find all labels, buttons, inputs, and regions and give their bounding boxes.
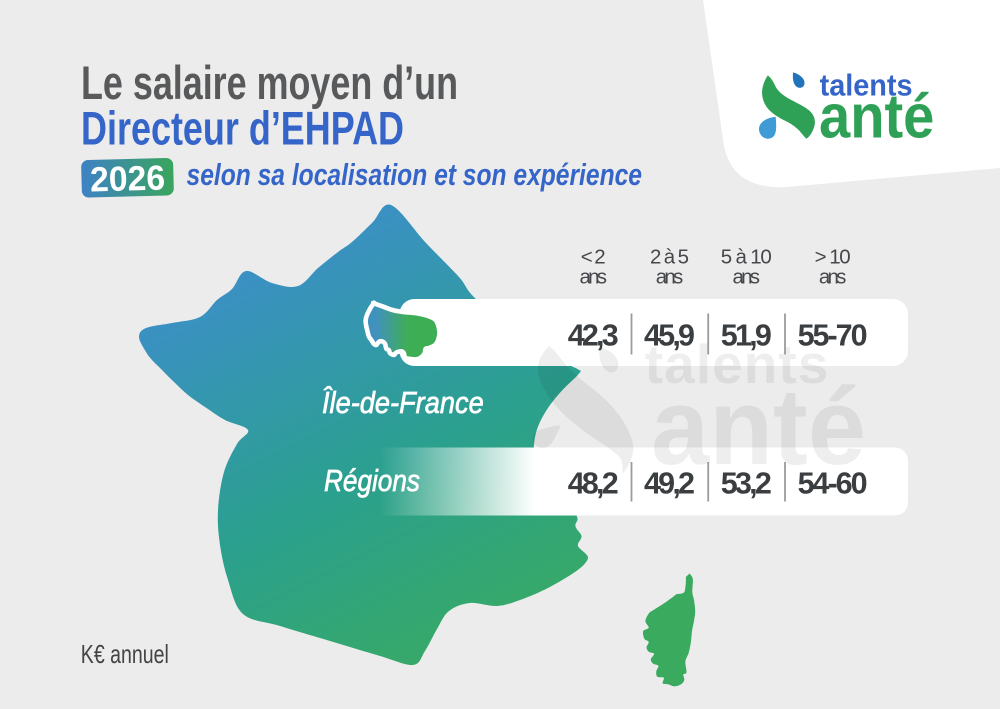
page-subtitle: selon sa localisation et son expérience	[187, 157, 643, 192]
value-cell: 48,2	[568, 466, 619, 500]
row-idf-values: 42,3 45,9 51,9 55-70	[568, 318, 868, 352]
value-cell: 51,9	[721, 318, 772, 352]
year-badge-label: 2026	[90, 159, 166, 200]
logo-leaf-s-icon	[762, 75, 815, 139]
logo-brand-bottom: anté	[819, 83, 934, 152]
row-label-idf: Île-de-France	[322, 385, 484, 420]
row-regions-values: 48,2 49,2 53,2 54-60	[568, 466, 868, 500]
value-cell: 42,3	[568, 318, 619, 352]
column-header-line1: 5 à 10	[721, 246, 772, 269]
value-cell: 53,2	[721, 466, 772, 500]
logo-brand-top: talents	[820, 68, 913, 103]
column-header-line1: 2 à 5	[650, 246, 689, 269]
column-headers: < 2 ans 2 à 5 ans 5 à 10 ans > 10 ans	[579, 246, 850, 289]
watermark-brand-bottom: anté	[651, 366, 866, 488]
column-header-line2: ans	[579, 266, 607, 289]
column-header-line1: < 2	[581, 246, 606, 269]
row-regions-panel	[380, 447, 908, 516]
watermark-drop-top-icon	[599, 347, 619, 373]
year-badge-background	[81, 157, 174, 198]
value-cell: 55-70	[798, 318, 868, 352]
row-dividers	[630, 313, 786, 502]
watermark-logo: talents anté	[532, 333, 866, 488]
watermark-brand-top: talents	[645, 333, 829, 395]
page-title-line1: Le salaire moyen d’un	[81, 57, 458, 110]
column-header-line2: ans	[733, 266, 761, 289]
france-map	[139, 204, 588, 666]
column-header-line1: > 10	[815, 246, 851, 269]
year-badge: 2026	[81, 157, 174, 200]
logo-drop-bottom-icon	[758, 116, 777, 139]
logo-drop-top-icon	[792, 72, 805, 88]
page-title-line2: Directeur d’EHPAD	[81, 103, 404, 156]
corsica-map	[642, 572, 696, 687]
value-cell: 54-60	[798, 466, 868, 500]
row-label-regions: Régions	[324, 463, 420, 498]
logo-card	[703, 0, 1000, 188]
watermark-leaf-s-icon	[537, 346, 634, 474]
value-cell: 45,9	[644, 318, 695, 352]
idf-region-shape	[363, 300, 442, 362]
row-idf-panel	[399, 299, 908, 366]
value-cell: 49,2	[644, 466, 695, 500]
watermark-drop-bottom-icon	[532, 425, 561, 448]
brand-logo: talents anté	[758, 68, 934, 152]
column-header-line2: ans	[656, 266, 684, 289]
column-header-line2: ans	[819, 266, 847, 289]
unit-footnote: K€ annuel	[81, 639, 169, 669]
